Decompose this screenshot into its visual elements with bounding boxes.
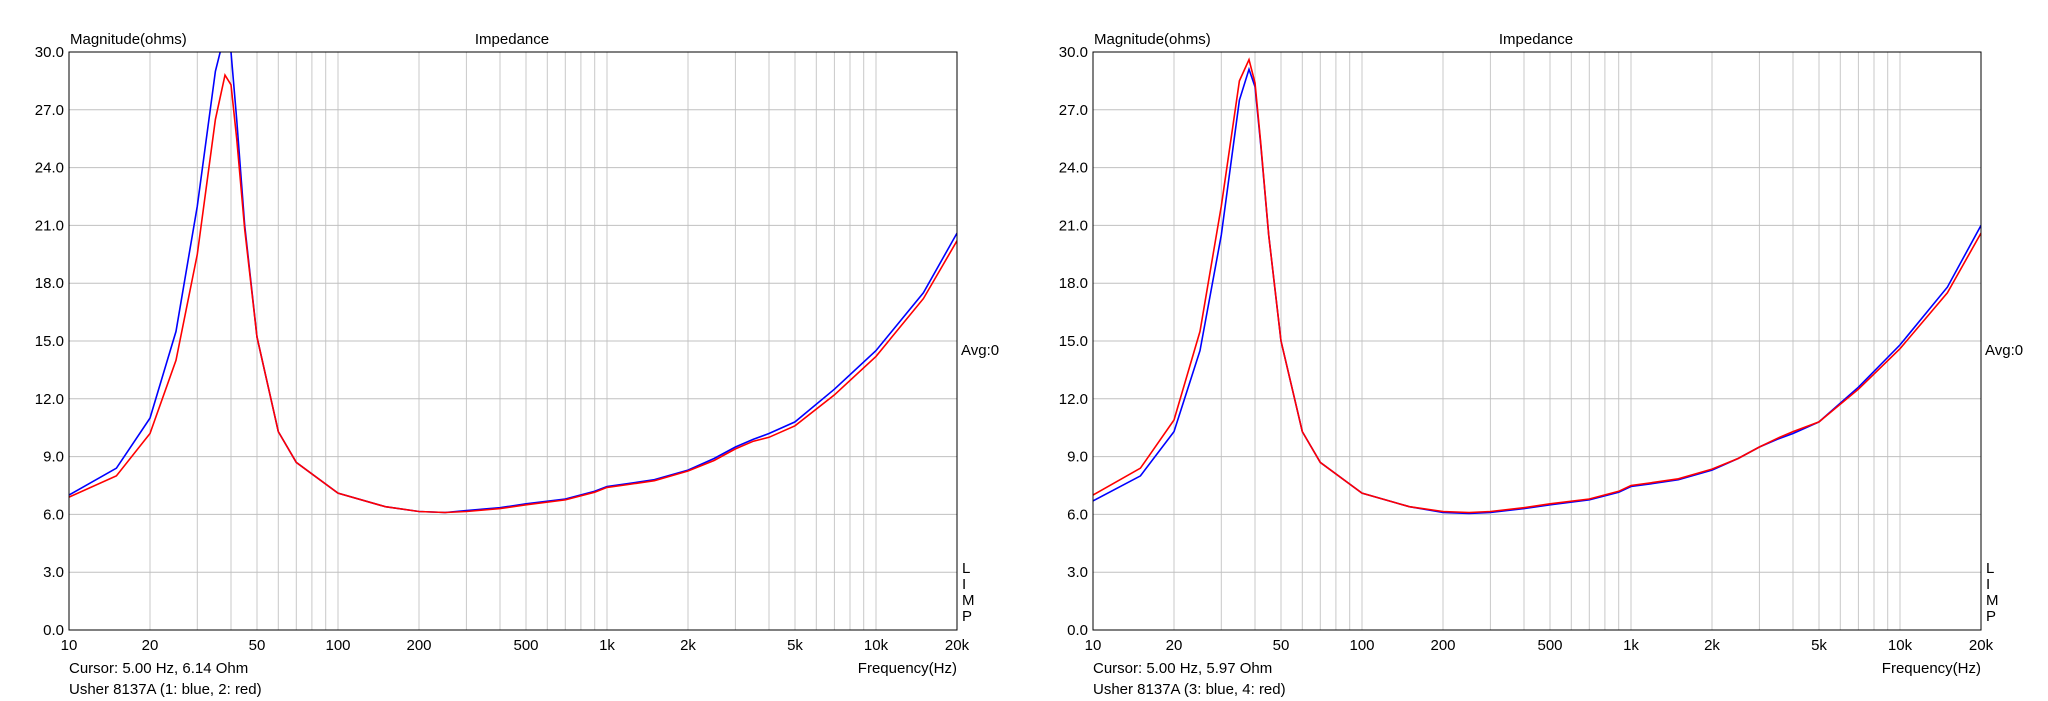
x-tick-label: 50 [249, 637, 266, 654]
plot-frame [1092, 51, 1982, 631]
side-letter: I [1986, 576, 1990, 593]
x-tick-label: 5k [1811, 637, 1827, 654]
y-tick-label: 9.0 [1067, 449, 1088, 466]
legend-text: Usher 8137A (1: blue, 2: red) [69, 681, 262, 698]
x-tick-label: 20 [142, 637, 159, 654]
chart-panel-1: 0.0 3.0 6.0 9.0 12.0 15.0 18.0 21.0 24.0 27.0 30.0… [35, 31, 999, 698]
plot-frame [68, 51, 958, 631]
x-tick-label: 10 [61, 637, 78, 654]
x-tick-label: 50 [1273, 637, 1290, 654]
y-tick-label: 27.0 [1059, 102, 1088, 119]
y-tick-label: 21.0 [1059, 217, 1088, 234]
legend-text: Usher 8137A (3: blue, 4: red) [1093, 681, 1286, 698]
x-tick-label: 100 [325, 637, 350, 654]
avg-label: Avg:0 [961, 342, 999, 359]
x-tick-label: 10k [1888, 637, 1913, 654]
y-tick-label: 3.0 [43, 564, 64, 581]
x-axis-label: Frequency(Hz) [1882, 660, 1981, 677]
x-tick-label: 500 [1537, 637, 1562, 654]
avg-label: Avg:0 [1985, 342, 2023, 359]
cursor-readout: Cursor: 5.00 Hz, 6.14 Ohm [69, 660, 248, 677]
x-tick-label: 10k [864, 637, 889, 654]
y-tick-label: 24.0 [1059, 160, 1088, 177]
side-letter: P [1986, 608, 1996, 625]
grid [69, 52, 957, 630]
side-letter: M [1986, 592, 1999, 609]
series-line-1 [69, 52, 957, 514]
side-letter: L [962, 560, 970, 577]
side-letter: M [962, 592, 975, 609]
y-tick-label: 21.0 [35, 217, 64, 234]
x-tick-label: 2k [1704, 637, 1720, 654]
y-tick-label: 30.0 [1059, 44, 1088, 61]
y-tick-label: 3.0 [1067, 564, 1088, 581]
y-tick-label: 15.0 [1059, 333, 1088, 350]
x-tick-label: 200 [406, 637, 431, 654]
y-tick-label: 18.0 [1059, 275, 1088, 292]
x-tick-label: 500 [513, 637, 538, 654]
x-tick-label: 10 [1085, 637, 1102, 654]
y-tick-label: 18.0 [35, 275, 64, 292]
x-tick-label: 20 [1166, 637, 1183, 654]
chart-title: Impedance [1499, 31, 1573, 48]
series-line-3 [1093, 66, 1981, 515]
x-tick-label: 1k [1623, 637, 1639, 654]
x-tick-label: 1k [599, 637, 615, 654]
y-tick-label: 27.0 [35, 102, 64, 119]
chart-panel-2: 0.0 3.0 6.0 9.0 12.0 15.0 18.0 21.0 24.0 27.0 30.0… [1059, 31, 2023, 698]
series-line-4 [1093, 57, 1981, 514]
x-tick-label: 20k [945, 637, 970, 654]
y-tick-label: 12.0 [35, 391, 64, 408]
y-axis-label: Magnitude(ohms) [1094, 31, 1211, 48]
series-line-2 [69, 72, 957, 514]
y-tick-label: 0.0 [1067, 622, 1088, 639]
y-tick-label: 15.0 [35, 333, 64, 350]
x-axis-label: Frequency(Hz) [858, 660, 957, 677]
side-letter: I [962, 576, 966, 593]
x-tick-label: 20k [1969, 637, 1994, 654]
y-axis-label: Magnitude(ohms) [70, 31, 187, 48]
y-tick-label: 30.0 [35, 44, 64, 61]
y-tick-label: 6.0 [43, 506, 64, 523]
x-tick-label: 2k [680, 637, 696, 654]
x-tick-label: 5k [787, 637, 803, 654]
y-tick-label: 12.0 [1059, 391, 1088, 408]
y-tick-label: 9.0 [43, 449, 64, 466]
y-tick-label: 6.0 [1067, 506, 1088, 523]
chart-title: Impedance [475, 31, 549, 48]
x-tick-label: 100 [1349, 637, 1374, 654]
y-tick-label: 24.0 [35, 160, 64, 177]
side-letter: P [962, 608, 972, 625]
x-tick-label: 200 [1430, 637, 1455, 654]
side-letter: L [1986, 560, 1994, 577]
cursor-readout: Cursor: 5.00 Hz, 5.97 Ohm [1093, 660, 1272, 677]
y-tick-label: 0.0 [43, 622, 64, 639]
grid [1093, 52, 1981, 630]
